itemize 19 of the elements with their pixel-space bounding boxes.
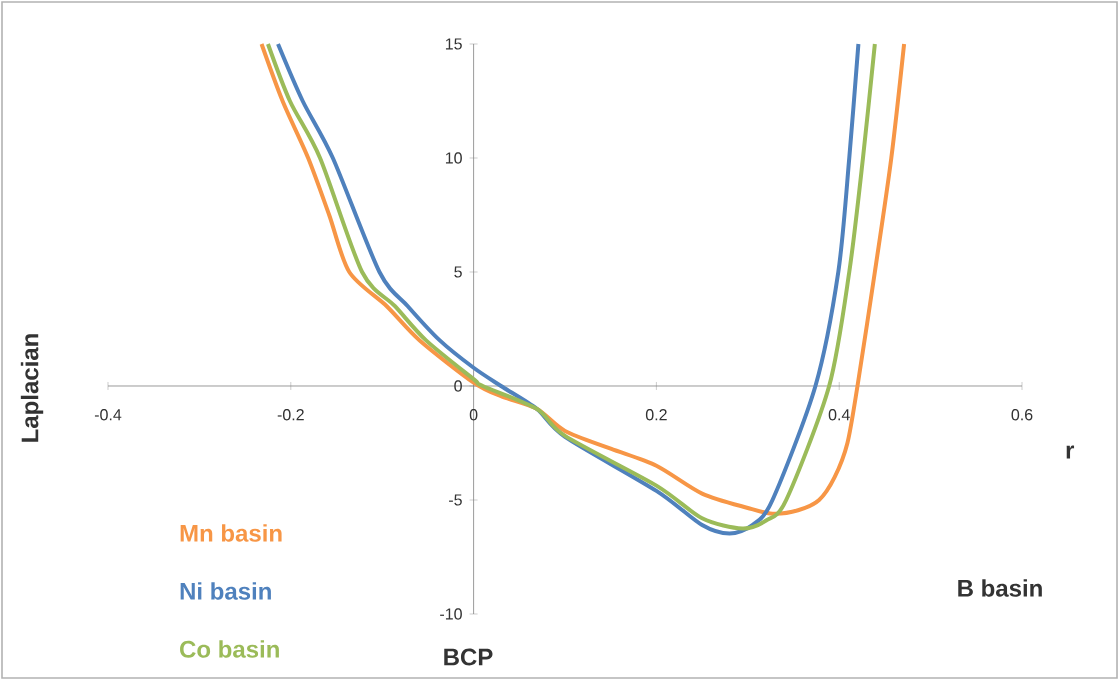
y-tick-label: 15 — [445, 38, 462, 50]
x-tick-label: 0 — [469, 409, 478, 421]
annotation: B basin — [958, 579, 1042, 597]
x-tick-label: -0.4 — [94, 409, 122, 421]
x-tick-label: 0.2 — [645, 409, 667, 421]
y-tick-label: -5 — [449, 494, 462, 506]
y-axis-title: Laplacian — [20, 334, 44, 442]
x-tick-label: -0.2 — [277, 409, 304, 421]
y-tick-label: 5 — [454, 266, 462, 278]
text: Ni basin — [180, 582, 271, 600]
text: BCP — [444, 648, 493, 666]
x-tick-label: 0.6 — [1011, 409, 1033, 421]
x-tick-label: 0.4 — [828, 409, 850, 421]
text: Mn basin — [180, 524, 282, 542]
text: Co basin — [180, 640, 279, 658]
y-tick-label: -10 — [440, 608, 462, 620]
y-tick-label: 10 — [445, 152, 462, 164]
x-axis-title: r — [1066, 445, 1075, 459]
y-tick-label: 0 — [454, 380, 462, 392]
